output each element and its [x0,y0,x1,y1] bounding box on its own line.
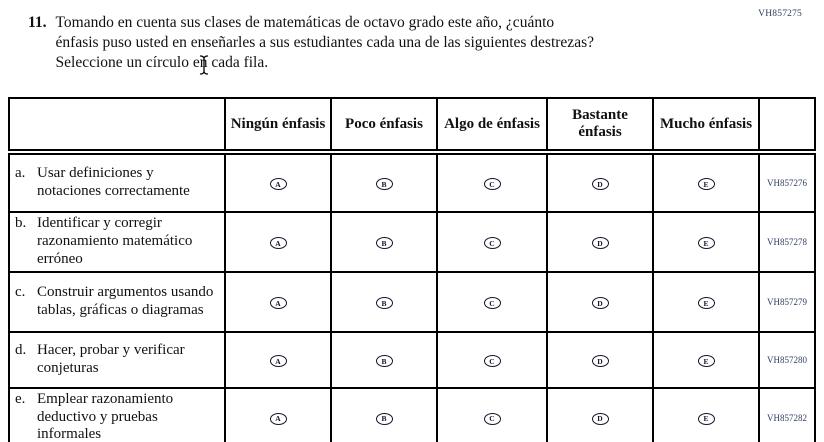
answer-bubble-e[interactable]: E [697,297,715,310]
row-code: VH857280 [758,331,816,389]
row-label: Identificar y corregir razonamiento mate… [37,215,193,267]
option-cell: E [652,386,760,442]
column-header-poco-enfasis: Poco énfasis [330,97,438,155]
option-cell: A [224,271,332,333]
option-cell: C [436,271,548,333]
row-label-cell: d. Hacer, probar y verificar conjeturas [8,331,226,389]
answer-bubble-b[interactable]: B [375,297,393,310]
column-header-blank [8,97,226,155]
option-cell: C [436,331,548,389]
row-label: Hacer, probar y verificar conjeturas [37,342,185,376]
answer-bubble-d[interactable]: D [591,297,609,310]
column-header-ningun-enfasis: Ningún énfasis [224,97,332,155]
answer-bubble-b[interactable]: B [375,412,393,425]
option-cell: C [436,151,548,213]
column-header-algo-de-enfasis: Algo de énfasis [436,97,548,155]
table-row: d. Hacer, probar y verificar conjeturas A B… [8,331,816,389]
row-letter: a. [15,165,26,182]
column-header-mucho-enfasis: Mucho énfasis [652,97,760,155]
row-code: VH857276 [758,151,816,213]
option-cell: C [436,211,548,273]
answer-bubble-a[interactable]: A [269,237,287,250]
option-cell: B [330,386,438,442]
row-letter: b. [15,215,27,232]
question-block: 11. Tomando en cuenta sus clases de mate… [28,13,601,73]
row-label-cell: e. Emplear razonamiento deductivo y prueb… [8,386,226,442]
option-cell: A [224,386,332,442]
row-label-cell: c. Construir argumentos usando tablas, gr… [8,271,226,333]
option-cell: E [652,271,760,333]
row-letter: e. [15,391,26,407]
answer-bubble-a[interactable]: A [269,355,287,368]
answer-bubble-a[interactable]: A [269,297,287,310]
answer-bubble-b[interactable]: B [375,237,393,250]
row-letter: d. [15,342,27,359]
emphasis-matrix-table: Ningún énfasis Poco énfasis Algo de énfa… [8,97,816,442]
answer-bubble-b[interactable]: B [375,355,393,368]
answer-bubble-d[interactable]: D [591,412,609,425]
option-cell: A [224,211,332,273]
option-cell: B [330,151,438,213]
column-header-bastante-enfasis: Bastante énfasis [546,97,654,155]
option-cell: C [436,386,548,442]
row-code: VH857282 [758,386,816,442]
option-cell: E [652,331,760,389]
option-cell: B [330,331,438,389]
answer-bubble-c[interactable]: C [483,178,501,191]
row-code: VH857279 [758,271,816,333]
answer-bubble-d[interactable]: D [591,237,609,250]
answer-bubble-c[interactable]: C [483,355,501,368]
answer-bubble-c[interactable]: C [483,412,501,425]
answer-bubble-d[interactable]: D [591,178,609,191]
answer-bubble-d[interactable]: D [591,355,609,368]
row-label-cell: a. Usar definiciones y notaciones correct… [8,151,226,213]
option-cell: D [546,271,654,333]
answer-bubble-e[interactable]: E [697,178,715,191]
option-cell: A [224,151,332,213]
answer-bubble-c[interactable]: C [483,297,501,310]
option-cell: D [546,331,654,389]
option-cell: B [330,211,438,273]
row-code: VH857278 [758,211,816,273]
answer-bubble-e[interactable]: E [697,237,715,250]
question-text: Tomando en cuenta sus clases de matemáti… [55,14,594,71]
row-label: Emplear razonamiento deductivo y pruebas… [37,391,174,442]
option-cell: A [224,331,332,389]
answer-bubble-e[interactable]: E [697,412,715,425]
option-cell: D [546,151,654,213]
column-header-code [758,97,816,155]
row-label-cell: b. Identificar y corregir razonamiento ma… [8,211,226,273]
table-row: c. Construir argumentos usando tablas, gr… [8,271,816,333]
option-cell: E [652,211,760,273]
header-row: Ningún énfasis Poco énfasis Algo de énfa… [8,97,816,155]
row-label: Usar definiciones y notaciones correctam… [37,165,190,199]
answer-bubble-e[interactable]: E [697,355,715,368]
option-cell: D [546,211,654,273]
answer-bubble-a[interactable]: A [269,178,287,191]
answer-bubble-a[interactable]: A [269,412,287,425]
text-ibeam-cursor [199,55,209,75]
table-row: e. Emplear razonamiento deductivo y prueb… [8,386,816,442]
form-code: VH857275 [758,9,802,19]
table-body: a. Usar definiciones y notaciones correct… [8,151,816,442]
option-cell: E [652,151,760,213]
answer-bubble-b[interactable]: B [375,178,393,191]
table-row: b. Identificar y corregir razonamiento ma… [8,211,816,273]
question-number: 11. [28,14,47,31]
row-letter: c. [15,284,26,301]
answer-bubble-c[interactable]: C [483,237,501,250]
option-cell: B [330,271,438,333]
row-label: Construir argumentos usando tablas, gráf… [37,284,214,318]
table-row: a. Usar definiciones y notaciones correct… [8,151,816,213]
option-cell: D [546,386,654,442]
